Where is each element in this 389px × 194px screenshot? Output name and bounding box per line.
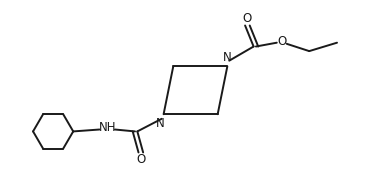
Text: N: N [223, 51, 232, 64]
Text: O: O [136, 153, 145, 166]
Text: O: O [277, 35, 286, 48]
Text: NH: NH [98, 121, 116, 134]
Text: N: N [156, 117, 165, 130]
Text: O: O [242, 12, 252, 25]
